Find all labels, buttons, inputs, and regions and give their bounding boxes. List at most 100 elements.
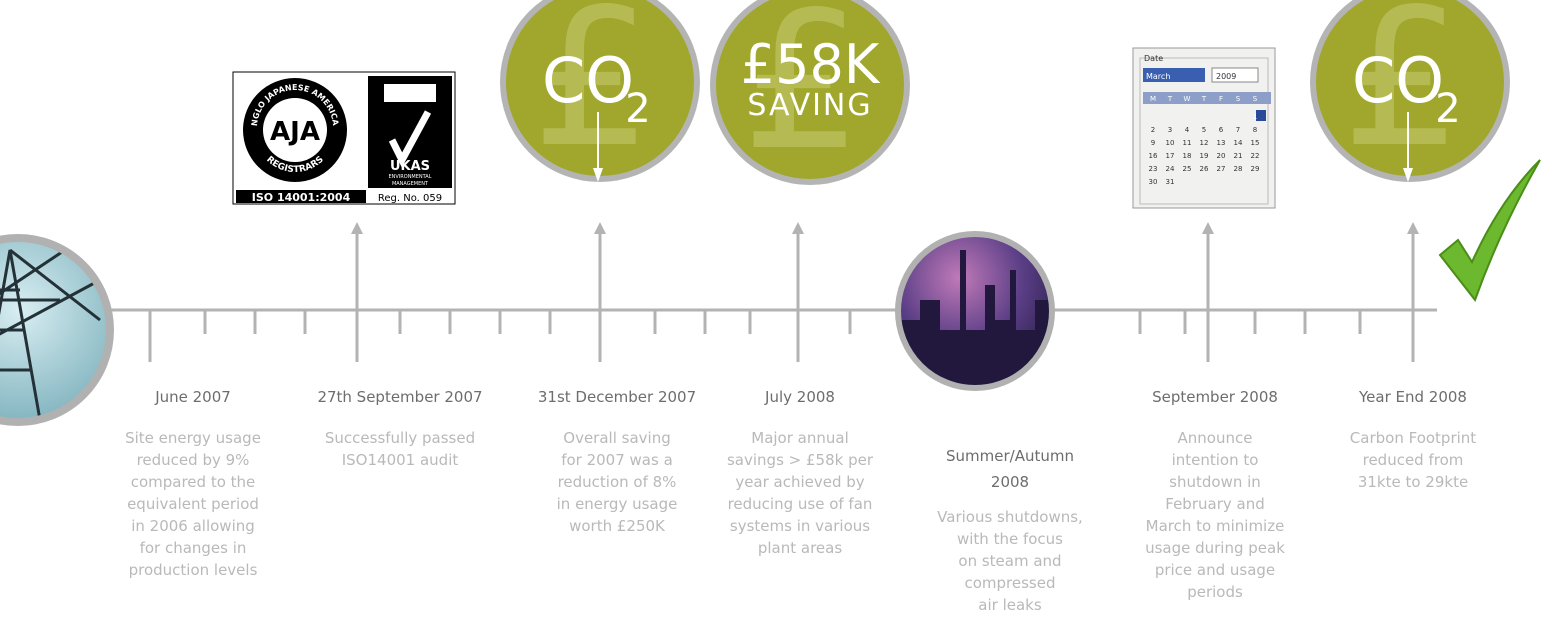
calendar-day: 1 <box>1253 113 1257 121</box>
milestone-date: 2008 <box>991 473 1029 491</box>
calendar-day: 25 <box>1183 165 1192 173</box>
calendar-day: 30 <box>1149 178 1158 186</box>
calendar-weekday: M <box>1150 95 1156 103</box>
calendar-day: 13 <box>1217 139 1226 147</box>
calendar-weekday: S <box>1236 95 1241 103</box>
calendar-day: 20 <box>1217 152 1226 160</box>
milestone-description: plant areas <box>758 539 842 557</box>
milestone-description: air leaks <box>978 596 1042 614</box>
badge-sub: 2 <box>625 86 650 132</box>
milestone-date: July 2008 <box>764 388 835 406</box>
calendar-day: 22 <box>1251 152 1260 160</box>
pylon-photo <box>0 230 120 430</box>
milestone-description: intention to <box>1172 451 1259 469</box>
calendar-day: 8 <box>1253 126 1257 134</box>
milestone-description: worth £250K <box>569 517 666 535</box>
calendar-weekday: F <box>1219 95 1223 103</box>
calendar-weekday: T <box>1167 95 1173 103</box>
badge-main: £58K <box>741 33 881 96</box>
milestone-description: in 2006 allowing <box>131 517 255 535</box>
milestone-description: in energy usage <box>557 495 678 513</box>
logo-standard: ISO 14001:2004 <box>252 191 351 204</box>
milestone-description: February and <box>1165 495 1264 513</box>
milestone-date: Summer/Autumn <box>946 447 1074 465</box>
calendar-day: 24 <box>1166 165 1175 173</box>
calendar-day: 4 <box>1185 126 1190 134</box>
calendar-day: 2 <box>1151 126 1155 134</box>
milestone-description: with the focus <box>957 530 1063 548</box>
milestone-description: Successfully passed <box>325 429 475 447</box>
milestone-description: systems in various <box>730 517 870 535</box>
milestone-description: compressed <box>964 574 1055 592</box>
calendar-day: 10 <box>1166 139 1175 147</box>
milestone-date: Year End 2008 <box>1358 388 1467 406</box>
calendar-day: 28 <box>1234 165 1243 173</box>
milestone-description: reduction of 8% <box>558 473 677 491</box>
calendar-day: 16 <box>1149 152 1158 160</box>
calendar-day: 5 <box>1202 126 1206 134</box>
calendar-day: 9 <box>1151 139 1155 147</box>
calendar-day: 15 <box>1251 139 1260 147</box>
milestone-date: 27th September 2007 <box>317 388 482 406</box>
calendar-day: 23 <box>1149 165 1158 173</box>
milestone-description: production levels <box>129 561 258 579</box>
milestone-description: periods <box>1187 583 1243 601</box>
logo-sub: MANAGEMENT <box>392 181 429 187</box>
milestone-description: ISO14001 audit <box>342 451 459 469</box>
logo-aja: AJA <box>270 117 320 147</box>
calendar-day: 17 <box>1166 152 1175 160</box>
calendar-day: 18 <box>1183 152 1192 160</box>
milestone-description: reducing use of fan <box>728 495 873 513</box>
calendar-day: 29 <box>1251 165 1260 173</box>
milestone-date: June 2007 <box>154 388 231 406</box>
calendar-day: 12 <box>1200 139 1209 147</box>
calendar-day: 27 <box>1217 165 1226 173</box>
milestone-date: September 2008 <box>1152 388 1278 406</box>
calendar-day: 6 <box>1219 126 1224 134</box>
calendar-day: 14 <box>1234 139 1243 147</box>
badge-sub: 2 <box>1435 86 1460 132</box>
milestone-description: savings > £58k per <box>727 451 874 469</box>
arrow-head <box>1407 222 1419 234</box>
calendar-day: 19 <box>1200 152 1209 160</box>
calendar-label: Date <box>1144 54 1163 63</box>
milestone-description: equivalent period <box>127 495 259 513</box>
arrow-head <box>594 222 606 234</box>
calendar-day: 3 <box>1168 126 1172 134</box>
badge-sub: SAVING <box>747 88 872 123</box>
milestone-description: on steam and <box>958 552 1061 570</box>
calendar-day: 7 <box>1236 126 1240 134</box>
calendar-year: 2009 <box>1216 72 1236 81</box>
calendar-day: 31 <box>1166 178 1175 186</box>
logo-reg: Reg. No. 059 <box>378 193 442 204</box>
calendar-weekday: W <box>1184 95 1191 103</box>
badge-main: CO <box>1352 44 1444 117</box>
milestone-description: for changes in <box>140 539 247 557</box>
milestone-description: compared to the <box>131 473 256 491</box>
milestone-description: Major annual <box>751 429 849 447</box>
milestone-description: year achieved by <box>735 473 864 491</box>
plant-photo <box>895 230 1055 390</box>
milestone-description: for 2007 was a <box>561 451 673 469</box>
arrow-head <box>1202 222 1214 234</box>
milestone-description: Announce <box>1178 429 1253 447</box>
badge-main: CO <box>542 44 634 117</box>
logo-ukas: UKAS <box>390 159 430 174</box>
arrow-head <box>792 222 804 234</box>
milestone-description: reduced by 9% <box>137 451 250 469</box>
calendar-weekday: S <box>1253 95 1258 103</box>
timeline: June 2007 Site energy usage reduced by 9% c… <box>0 0 1553 644</box>
milestone-description: 31kte to 29kte <box>1358 473 1468 491</box>
milestone-description: usage during peak <box>1145 539 1285 557</box>
milestone-date: 31st December 2007 <box>538 388 696 406</box>
calendar-day: 11 <box>1183 139 1192 147</box>
milestone-description: shutdown in <box>1169 473 1261 491</box>
milestone-description: reduced from <box>1363 451 1464 469</box>
milestone-description: March to minimize <box>1146 517 1285 535</box>
milestone-description: Various shutdowns, <box>937 508 1083 526</box>
logo-sub: ENVIRONMENTAL <box>388 174 431 180</box>
milestone-description: Site energy usage <box>125 429 261 447</box>
arrow-head <box>351 222 363 234</box>
calendar-month: March <box>1146 72 1170 81</box>
calendar-weekday: T <box>1201 95 1207 103</box>
